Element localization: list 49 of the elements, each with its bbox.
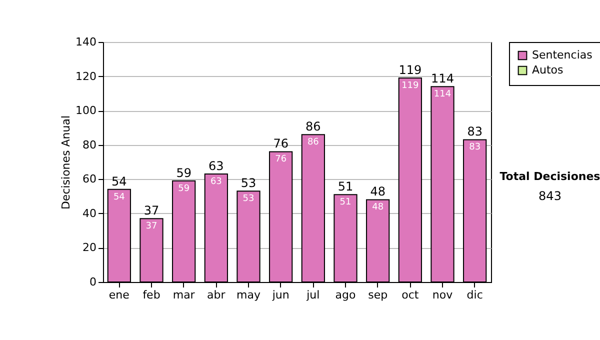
data-label: 51 bbox=[340, 198, 352, 208]
data-label: 59 bbox=[178, 184, 190, 194]
y-tick-label: 20 bbox=[82, 241, 96, 254]
y-tick-label: 40 bbox=[82, 206, 96, 220]
x-tick-label: jun bbox=[271, 288, 290, 302]
data-label: 119 bbox=[402, 81, 420, 91]
data-label: 114 bbox=[434, 90, 452, 100]
data-label: 53 bbox=[242, 194, 254, 204]
total-label: 59 bbox=[176, 166, 192, 180]
x-tick-label: feb bbox=[142, 288, 160, 302]
x-tick-label: dic bbox=[466, 288, 483, 302]
x-tick-label: ago bbox=[335, 288, 356, 302]
total-label: 54 bbox=[112, 174, 127, 188]
total-label: 37 bbox=[144, 204, 160, 218]
data-label: 63 bbox=[210, 177, 222, 187]
legend-label: Autos bbox=[532, 64, 564, 76]
data-label: 83 bbox=[469, 142, 481, 153]
y-tick-label: 100 bbox=[76, 104, 96, 118]
x-tick-label: ene bbox=[108, 288, 130, 302]
y-tick-label: 120 bbox=[76, 70, 96, 83]
y-tick-label: 0 bbox=[90, 276, 96, 288]
total-label: 53 bbox=[240, 176, 256, 190]
legend-label: Sentencias bbox=[532, 48, 593, 62]
x-tick-label: oct bbox=[402, 288, 420, 302]
total-label: 51 bbox=[338, 180, 354, 194]
total-label: 63 bbox=[208, 159, 224, 173]
data-label: 86 bbox=[307, 138, 320, 148]
y-tick-label: 80 bbox=[82, 138, 96, 152]
x-tick-label: abr bbox=[207, 288, 226, 302]
x-tick-label: sep bbox=[368, 288, 388, 302]
y-tick-label: 60 bbox=[82, 172, 96, 186]
total-label: 114 bbox=[431, 72, 454, 86]
text: 843 bbox=[538, 189, 562, 203]
x-tick-label: jul bbox=[306, 288, 320, 302]
y-axis-title: Decisiones Anual bbox=[60, 115, 73, 210]
data-label: 76 bbox=[275, 154, 287, 165]
total-label: 48 bbox=[370, 184, 386, 199]
total-label: 119 bbox=[398, 63, 422, 77]
x-tick-label: may bbox=[236, 288, 261, 302]
text: Total Decisiones bbox=[498, 170, 600, 183]
y-tick-label: 140 bbox=[76, 36, 96, 48]
data-label: 48 bbox=[372, 202, 384, 213]
x-tick-label: nov bbox=[432, 288, 454, 302]
data-label: 54 bbox=[113, 192, 126, 202]
data-label: 37 bbox=[146, 222, 158, 232]
total-label: 86 bbox=[306, 120, 321, 134]
total-label: 83 bbox=[467, 124, 482, 139]
total-label: 76 bbox=[273, 136, 288, 151]
x-tick-label: mar bbox=[172, 288, 196, 302]
